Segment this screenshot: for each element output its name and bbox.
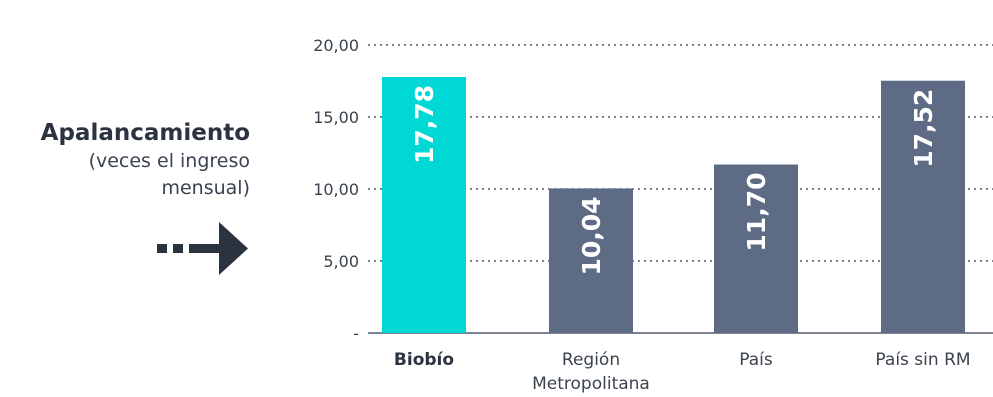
dashed-right-arrow-icon (157, 222, 248, 275)
y-tick-label: 5,00 (323, 252, 359, 271)
bar-value-label: 17,78 (410, 85, 439, 164)
category-label: País sin RM (875, 350, 970, 370)
bar-value-label: 17,52 (909, 89, 938, 168)
y-tick-label: 10,00 (313, 180, 359, 199)
bars (382, 77, 965, 333)
category-label: Metropolitana (532, 374, 650, 394)
category-label: Región (562, 350, 620, 370)
y-tick-label: - (353, 324, 359, 343)
bar-value-label: 11,70 (742, 173, 771, 252)
category-label: País (739, 350, 773, 370)
category-label: Biobío (394, 350, 454, 370)
bar-value-label: 10,04 (577, 196, 606, 275)
y-tick-label: 15,00 (313, 108, 359, 127)
y-tick-label: 20,00 (313, 36, 359, 55)
